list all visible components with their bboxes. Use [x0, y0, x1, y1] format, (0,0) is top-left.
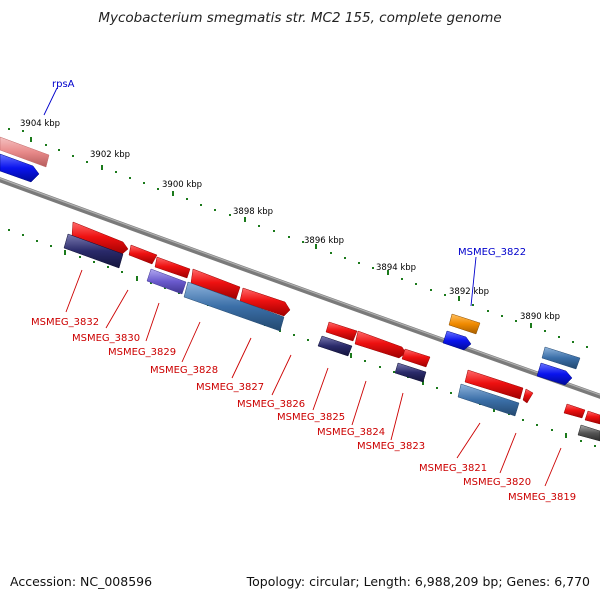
outer-tick-track	[8, 128, 588, 348]
genome-backbone	[0, 177, 600, 399]
gene-label-msmeg-3830: MSMEG_3830	[72, 333, 140, 344]
map-title: Mycobacterium smegmatis str. MC2 155, co…	[98, 10, 502, 26]
gene-label-msmeg-3823: MSMEG_3823	[357, 441, 425, 452]
gene-label-msmeg-3822: MSMEG_3822	[458, 247, 526, 258]
tick-label: 3896 kbp	[304, 236, 344, 246]
kbp-scale-labels: 3904 kbp 3902 kbp 3900 kbp 3898 kbp 3896…	[20, 119, 560, 322]
label-leader-lines	[43, 87, 562, 487]
gene-label-msmeg-3829: MSMEG_3829	[108, 347, 176, 358]
tick-label: 3890 kbp	[520, 312, 560, 322]
gene-label-msmeg-3826: MSMEG_3826	[237, 399, 305, 410]
tick-label: 3904 kbp	[20, 119, 60, 129]
cds-red-track	[71, 221, 600, 425]
tick-label: 3902 kbp	[90, 150, 130, 160]
accession-text: Accession: NC_008596	[10, 574, 153, 589]
gene-label-msmeg-3819: MSMEG_3819	[508, 492, 576, 503]
gene-label-msmeg-3828: MSMEG_3828	[150, 365, 218, 376]
gene-label-msmeg-3832: MSMEG_3832	[31, 317, 99, 328]
gene-labels: rpsA MSMEG_3822 MSMEG_3832 MSMEG_3830 MS…	[31, 79, 576, 503]
strand-feature-blue	[0, 153, 40, 183]
gene-label-rpsA: rpsA	[52, 79, 75, 90]
gene-label-msmeg-3820: MSMEG_3820	[463, 477, 531, 488]
gene-label-msmeg-3824: MSMEG_3824	[317, 427, 385, 438]
tick-label: 3894 kbp	[376, 263, 416, 273]
tick-label: 3900 kbp	[162, 180, 202, 190]
genome-summary-text: Topology: circular; Length: 6,988,209 bp…	[246, 574, 590, 589]
gene-label-msmeg-3825: MSMEG_3825	[277, 412, 345, 423]
gene-label-msmeg-3821: MSMEG_3821	[419, 463, 487, 474]
tick-label: 3898 kbp	[233, 207, 273, 217]
rpsA-feature-pink	[0, 136, 50, 168]
cog-track	[63, 233, 600, 442]
upper-right-features	[442, 313, 581, 386]
gene-label-msmeg-3827: MSMEG_3827	[196, 382, 264, 393]
tick-label: 3892 kbp	[449, 287, 489, 297]
